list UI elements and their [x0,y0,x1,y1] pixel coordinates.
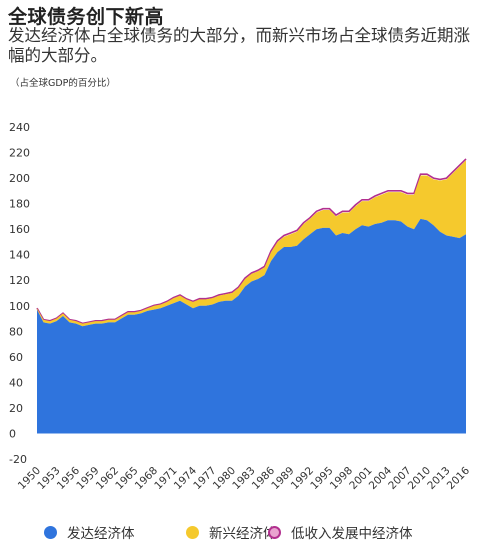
legend-item-emerging: 新兴经济体 [186,522,277,542]
chart-title: 全球债务创下新高 [8,6,165,28]
y-tick-label: 240 [9,121,30,134]
y-tick-label: 180 [9,198,30,211]
series-area-emerging [37,160,466,327]
chart-subtitle: 发达经济体占全球债务的大部分，而新兴市场占全球债务近期涨幅的大部分。 [8,26,470,65]
y-tick-label: 0 [9,428,16,441]
legend-swatch-lowincome [268,525,281,539]
legend-label-emerging: 新兴经济体 [209,526,277,542]
legend-label-advanced: 发达经济体 [67,526,135,542]
series-area-advanced [37,218,466,434]
y-tick-label: -20 [9,453,27,466]
y-tick-label: 140 [9,249,30,262]
legend-item-advanced: 发达经济体 [44,522,135,542]
y-tick-label: 100 [9,300,30,313]
y-tick-label: 40 [9,376,23,389]
legend-item-lowincome: 低收入发展中经济体 [268,522,413,542]
y-tick-label: 200 [9,172,30,185]
legend-swatch-emerging [186,525,199,539]
y-tick-label: 80 [9,325,23,338]
y-tick-label: 160 [9,223,30,236]
legend-label-lowincome: 低收入发展中经济体 [291,526,413,542]
y-tick-label: 220 [9,147,30,160]
y-tick-label: 20 [9,402,23,415]
legend-swatch-advanced [44,525,57,539]
y-tick-label: 120 [9,274,30,287]
x-tick-label: 2016 [445,464,473,492]
debt-area-chart: 240220200180160140120100806040200-201950… [9,121,473,492]
legend: 发达经济体 新兴经济体 低收入发展中经济体 [0,522,484,542]
series-line-lowincome [36,158,467,325]
y-tick-label: 60 [9,351,23,364]
unit-label: （占全球GDP的百分比） [10,78,116,89]
